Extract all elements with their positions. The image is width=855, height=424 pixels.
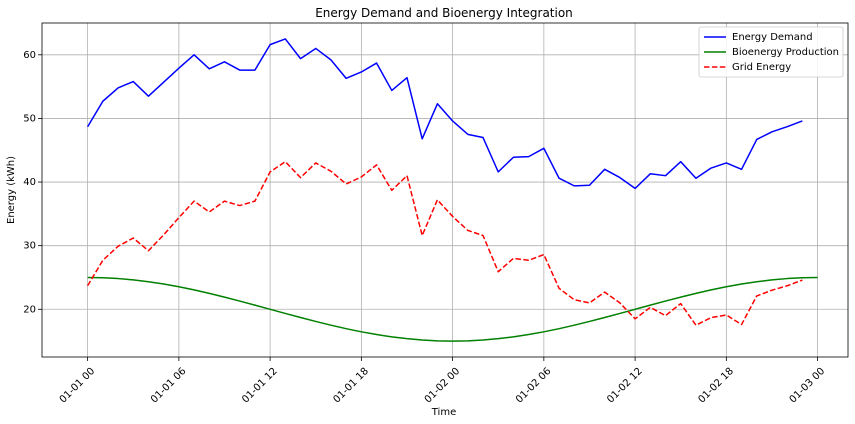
grid <box>42 23 848 357</box>
legend: Energy Demand Bioenergy Production Grid En… <box>698 26 844 78</box>
legend-label: Bioenergy Production <box>732 47 839 58</box>
x-axis-label: Time <box>431 407 456 418</box>
plot-series <box>86 38 818 342</box>
y-axis-label: Energy (kWh) <box>6 156 17 224</box>
y-ticks: 20 30 40 50 60 <box>23 50 42 315</box>
y-tick-label: 40 <box>23 177 36 188</box>
series-line-bioenergy-production <box>87 276 818 342</box>
series-line-energy-demand <box>86 38 803 190</box>
plot-frame <box>41 22 849 358</box>
y-tick-label: 30 <box>23 241 36 252</box>
legend-box <box>698 26 844 78</box>
chart-title: Energy Demand and Bioenergy Integration <box>315 6 573 20</box>
y-tick-label: 60 <box>23 50 36 61</box>
legend-label: Grid Energy <box>732 62 791 73</box>
y-tick-label: 50 <box>23 113 36 124</box>
y-tick-label: 20 <box>23 304 36 315</box>
series-line-grid-energy <box>86 160 803 326</box>
legend-label: Energy Demand <box>732 32 813 43</box>
